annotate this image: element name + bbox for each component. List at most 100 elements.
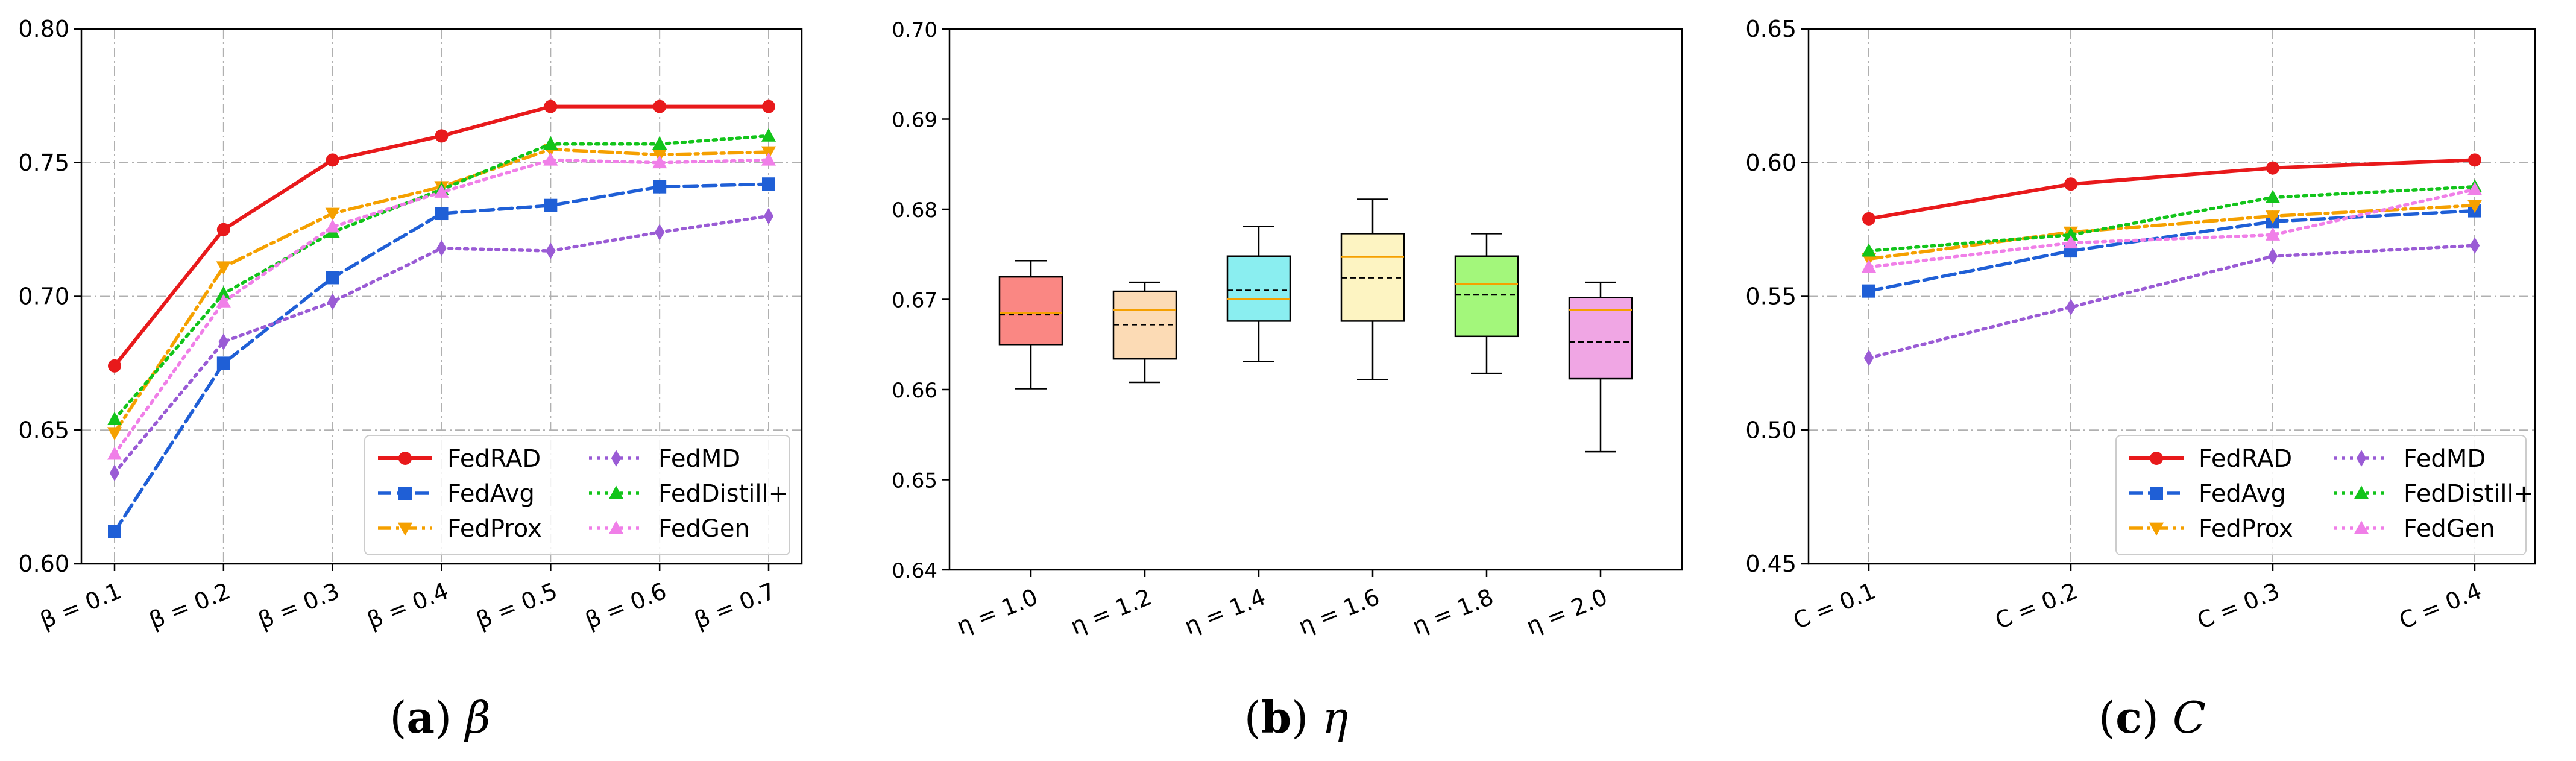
data-point-feddistill [2063,227,2079,241]
legend-box [364,435,790,555]
y-tick-label: 0.65 [18,417,69,443]
x-tick-label: β = 0.7 [690,578,779,634]
data-point-fedgen [107,446,122,460]
data-point-feddistill [2265,189,2281,203]
x-tick-label: β = 0.3 [254,578,343,634]
iqr-box [1226,255,1291,322]
panel-c-c: 0.45 0.50 0.55 0.60 0.65 C = 0.1 C = 0.2 C = 0.… [1745,16,2536,634]
y-tick-label: 0.67 [892,289,937,313]
panel-a-beta: 0.60 0.65 0.70 0.75 0.80 β = 0.1 β = 0.2 β = 0.… [18,16,803,634]
data-point-fedmd [654,224,665,241]
data-point-fedgen [216,294,231,308]
data-point-fedgen [434,184,449,198]
data-point-feddistill [652,136,667,150]
data-point-fedrad [216,223,230,236]
legend-swatch-marker [2354,485,2369,499]
data-point-fedprox [107,427,122,441]
data-point-fedprox [325,207,340,221]
series-fedmd [1863,237,2480,367]
data-point-fedprox [2265,210,2281,224]
data-point-feddistill [761,128,776,142]
data-point-fedmd [2065,298,2076,315]
legend-swatch-marker [608,520,624,534]
y-tick-label: 0.65 [892,469,937,493]
x-tick-label: η = 1.0 [953,584,1042,640]
y-tick-label: 0.70 [892,18,937,42]
data-point-fedgen [2467,182,2483,195]
data-point-feddistill [1861,243,1877,257]
data-point-fedgen [325,219,340,233]
x-tick-label: β = 0.6 [582,578,670,634]
legend-entry-fedmd: FedMD [2334,445,2486,473]
series-fedgen [1861,182,2483,273]
legend-label: FedMD [658,445,740,473]
data-point-fedrad [2468,153,2481,167]
plot-frame [80,28,803,565]
x-tick-label: η = 2.0 [1523,584,1611,640]
legend-label: FedRAD [447,445,541,473]
series-line-fedgen [1867,188,2477,269]
data-point-fedavg [1862,284,1875,298]
data-point-fedrad [544,99,558,113]
data-point-fedgen [2063,235,2079,249]
legend-entry-fedgen: FedGen [589,515,750,543]
data-point-fedgen [2265,227,2281,241]
legend-box [2115,435,2527,555]
legend-swatch-marker [398,487,412,500]
iqr-box [998,276,1063,346]
x-tick-label: η = 1.8 [1409,584,1497,640]
x-tick-label: C = 0.4 [2395,578,2485,634]
data-point-fedmd [2267,248,2278,265]
series-fedrad [108,99,775,373]
legend-label: FedGen [658,515,750,543]
data-point-fedgen [543,152,558,166]
legend: FedRAD FedAvg FedProx FedMD FedDistill+ FedGe… [2115,435,2534,555]
caption-c: (c) C [2099,692,2206,743]
legend-label: FedDistill+ [658,480,789,508]
data-point-fedmd [218,333,229,350]
data-point-feddistill [543,136,558,150]
y-tick-label: 0.60 [1745,150,1797,176]
legend-entry-fedprox: FedProx [378,515,542,543]
y-tick-label: 0.60 [18,551,69,577]
data-point-feddistill [107,411,122,425]
data-point-fedrad [2266,161,2279,175]
data-point-fedgen [1861,259,1877,273]
box-1-8 [1454,233,1519,374]
legend-label: FedProx [2199,515,2293,543]
y-tick-label: 0.75 [18,150,69,176]
y-tick-label: 0.64 [892,559,937,583]
legend-entry-fedgen: FedGen [2334,515,2495,543]
box-1-2 [1112,281,1177,384]
data-point-fedavg [435,207,449,221]
box-2-0 [1568,281,1633,453]
data-point-fedrad [653,99,667,113]
data-point-fedrad [1862,212,1875,226]
panel-b-eta: 0.64 0.65 0.66 0.67 0.68 0.69 0.70 η = 1.0 η = 1… [892,18,1683,640]
data-point-fedprox [2467,200,2483,213]
legend-entry-fedprox: FedProx [2129,515,2293,543]
x-tick-label: C = 0.3 [2193,578,2283,634]
legend-entry-fedmd: FedMD [589,445,740,473]
legend-entry-feddistill: FedDistill+ [589,480,789,508]
x-tick-label: C = 0.2 [1991,578,2081,634]
y-tick-label: 0.66 [892,379,937,403]
data-point-fedmd [109,464,120,481]
legend-entry-fedavg: FedAvg [2129,480,2286,508]
x-tick-label: C = 0.1 [1789,578,1879,634]
series-fedavg [1862,204,2481,298]
data-point-fedgen [761,152,776,166]
series-fedgen [107,152,776,460]
series-line-fedrad [1867,158,2477,221]
series-fedavg [108,177,775,538]
plot-frame [1807,28,2536,565]
data-point-fedmd [1863,349,1874,367]
legend-label: FedProx [447,515,542,543]
data-point-feddistill [216,286,231,300]
y-tick-label: 0.65 [1745,16,1797,42]
legend-label: FedMD [2404,445,2486,473]
caption-a: (a) β [389,692,490,743]
legend-entry-feddistill: FedDistill+ [2334,480,2534,508]
x-tick-label: β = 0.2 [145,578,234,634]
legend-swatch-marker [2354,520,2369,534]
